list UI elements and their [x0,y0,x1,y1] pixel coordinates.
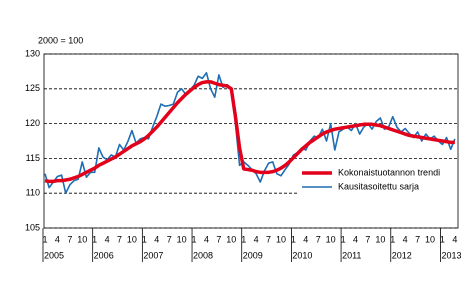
x-tick-label: 10 [425,234,435,244]
x-tick-label: 4 [105,234,110,244]
x-tick-label: 10 [177,234,187,244]
x-tick-label: 4 [353,234,358,244]
unit-note: 2000 = 100 [38,35,83,45]
legend-label: Kokonaistuotannon trendi [338,167,440,177]
x-tick-label: 4 [204,234,209,244]
year-label: 2009 [243,250,263,260]
x-tick-label: 10 [326,234,336,244]
x-tick-label: 10 [276,234,286,244]
x-tick-label: 10 [127,234,137,244]
x-tick-label: 1 [42,234,47,244]
x-tick-label: 7 [67,234,72,244]
x-tick-label: 7 [216,234,221,244]
year-label: 2005 [44,250,64,260]
x-tick-label: 10 [226,234,236,244]
x-tick-label: 4 [303,234,308,244]
y-tick-label: 110 [26,188,40,198]
year-label: 2011 [342,250,361,260]
plot-frame [43,53,459,229]
x-tick-label: 1 [192,234,197,244]
y-tick-label: 120 [25,118,40,128]
year-label: 2008 [193,250,213,260]
x-tick-label: 1 [142,234,147,244]
x-tick-label: 7 [316,234,321,244]
x-tick-label: 10 [77,234,87,244]
series-line [44,80,455,184]
x-tick-label: 1 [390,234,395,244]
x-tick-label: 4 [254,234,259,244]
year-label: 2010 [292,250,312,260]
year-label: 2007 [143,250,163,260]
x-tick-label: 10 [375,234,385,244]
y-tick-label: 125 [25,83,40,93]
legend-box [298,160,457,200]
y-tick-label: 115 [26,153,40,163]
x-tick-label: 4 [154,234,159,244]
x-tick-label: 1 [92,234,97,244]
year-label: 2012 [392,250,412,260]
x-tick-label: 1 [440,234,445,244]
x-tick-label: 1 [291,234,296,244]
x-tick-label: 4 [55,234,60,244]
x-tick-label: 4 [452,234,457,244]
legend-label: Kausitasoitettu sarja [338,181,419,191]
x-tick-label: 7 [167,234,172,244]
x-tick-label: 4 [403,234,408,244]
year-label: 2013 [441,250,461,260]
x-tick-label: 7 [365,234,370,244]
x-tick-label: 7 [266,234,271,244]
x-tick-label: 1 [341,234,346,244]
y-tick-label: 105 [25,222,40,232]
x-tick-label: 7 [415,234,420,244]
x-tick-label: 1 [241,234,246,244]
y-tick-label: 130 [25,48,40,58]
x-tick-label: 7 [117,234,122,244]
year-label: 2006 [94,250,114,260]
